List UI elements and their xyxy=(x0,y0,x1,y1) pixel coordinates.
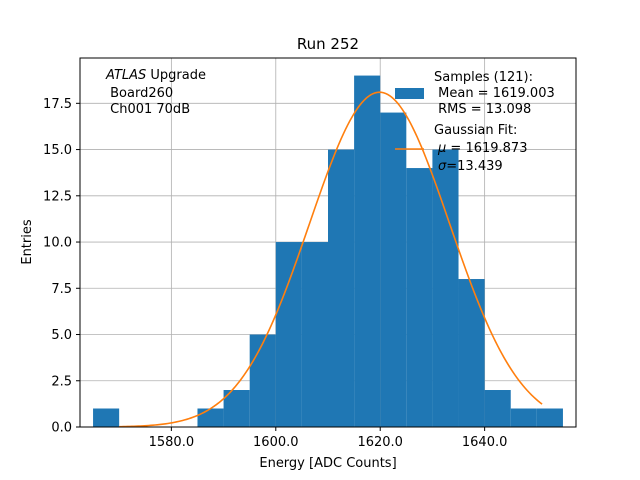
legend-samples-swatch xyxy=(395,88,424,99)
histogram-bar xyxy=(458,279,485,427)
legend-samples-mean: Mean = 1619.003 xyxy=(434,86,555,101)
histogram-bar xyxy=(406,168,433,428)
atlas-italic-label: ATLAS xyxy=(105,68,146,83)
legend: Samples (121): Mean = 1619.003 RMS = 13.… xyxy=(395,70,555,174)
x-tick-label: 1600.0 xyxy=(253,435,299,450)
histogram-bar xyxy=(328,149,355,427)
atlas-annotation-title: ATLAS Upgrade xyxy=(105,68,206,83)
histogram-bar xyxy=(510,408,537,427)
x-tick-label: 1640.0 xyxy=(462,435,508,450)
atlas-annotation: ATLAS Upgrade Board260 Ch001 70dB xyxy=(105,68,206,117)
histogram-bar xyxy=(275,242,302,427)
y-tick-label: 2.5 xyxy=(51,374,72,389)
y-tick-label: 17.5 xyxy=(43,97,72,112)
histogram-bar xyxy=(484,390,511,427)
chart-title: Run 252 xyxy=(297,35,359,53)
histogram-bar xyxy=(432,149,459,427)
x-axis-ticks: 1580.0 1600.0 1620.0 1640.0 xyxy=(149,427,508,450)
atlas-channel-label: Ch001 70dB xyxy=(106,102,190,117)
legend-samples-rms: RMS = 13.098 xyxy=(434,102,531,117)
fit-curve-path xyxy=(119,91,543,428)
x-tick-label: 1580.0 xyxy=(149,435,195,450)
histogram-bar xyxy=(197,408,224,427)
legend-samples-title: Samples (121): xyxy=(434,70,533,85)
y-axis-ticks: 0.0 2.5 5.0 7.5 10.0 12.5 15.0 17.5 xyxy=(43,97,80,436)
histogram-bar xyxy=(223,390,250,427)
y-tick-label: 12.5 xyxy=(43,189,72,204)
gaussian-fit-curve xyxy=(119,91,543,428)
histogram-bars xyxy=(93,75,563,428)
histogram-bar xyxy=(93,408,120,427)
y-tick-label: 0.0 xyxy=(51,421,72,436)
atlas-board-label: Board260 xyxy=(106,86,173,101)
histogram-bar xyxy=(249,334,276,427)
histogram-bar xyxy=(536,408,563,427)
x-axis-label: Energy [ADC Counts] xyxy=(259,456,396,471)
x-tick-label: 1620.0 xyxy=(357,435,403,450)
legend-mu-symbol: μ xyxy=(437,141,446,156)
histogram-bar xyxy=(354,75,381,428)
y-axis-label: Entries xyxy=(20,219,35,265)
legend-fit-title: Gaussian Fit: xyxy=(434,123,517,138)
y-tick-label: 7.5 xyxy=(51,282,72,297)
legend-sigma-value: =13.439 xyxy=(446,159,502,174)
y-tick-label: 10.0 xyxy=(43,236,72,251)
legend-fit-mu: μ = 1619.873 xyxy=(437,141,527,156)
legend-mu-value: = 1619.873 xyxy=(446,141,527,156)
y-tick-label: 5.0 xyxy=(51,328,72,343)
legend-fit-sigma: σ=13.439 xyxy=(438,159,503,174)
legend-sigma-symbol: σ xyxy=(438,159,447,174)
histogram-bar xyxy=(301,242,328,427)
atlas-upgrade-label: Upgrade xyxy=(146,68,206,83)
y-tick-label: 15.0 xyxy=(43,143,72,158)
histogram-bar xyxy=(380,112,407,428)
